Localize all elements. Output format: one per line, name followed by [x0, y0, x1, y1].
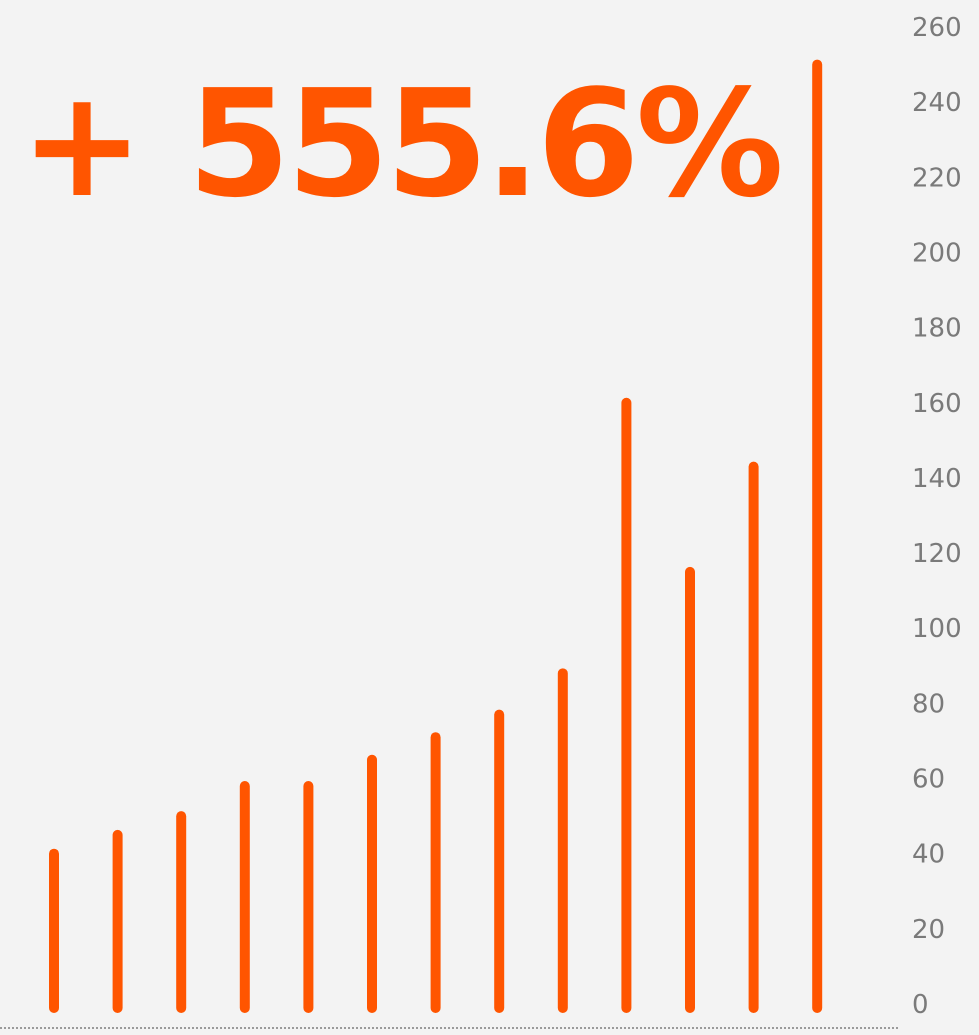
y-tick-label-260: 260 [912, 13, 962, 43]
y-tick-label-220: 220 [912, 163, 962, 193]
y-tick-label-0: 0 [912, 990, 929, 1020]
y-tick-label-240: 240 [912, 88, 962, 118]
y-tick-label-80: 80 [912, 689, 945, 719]
y-tick-label-20: 20 [912, 915, 945, 945]
y-tick-label-40: 40 [912, 840, 945, 870]
y-tick-label-60: 60 [912, 765, 945, 795]
headline-percent-change: + 555.6% [20, 58, 784, 230]
y-tick-label-140: 140 [912, 464, 962, 494]
y-tick-label-120: 120 [912, 539, 962, 569]
y-tick-label-200: 200 [912, 238, 962, 268]
y-tick-label-160: 160 [912, 389, 962, 419]
y-tick-label-100: 100 [912, 614, 962, 644]
y-tick-label-180: 180 [912, 314, 962, 344]
